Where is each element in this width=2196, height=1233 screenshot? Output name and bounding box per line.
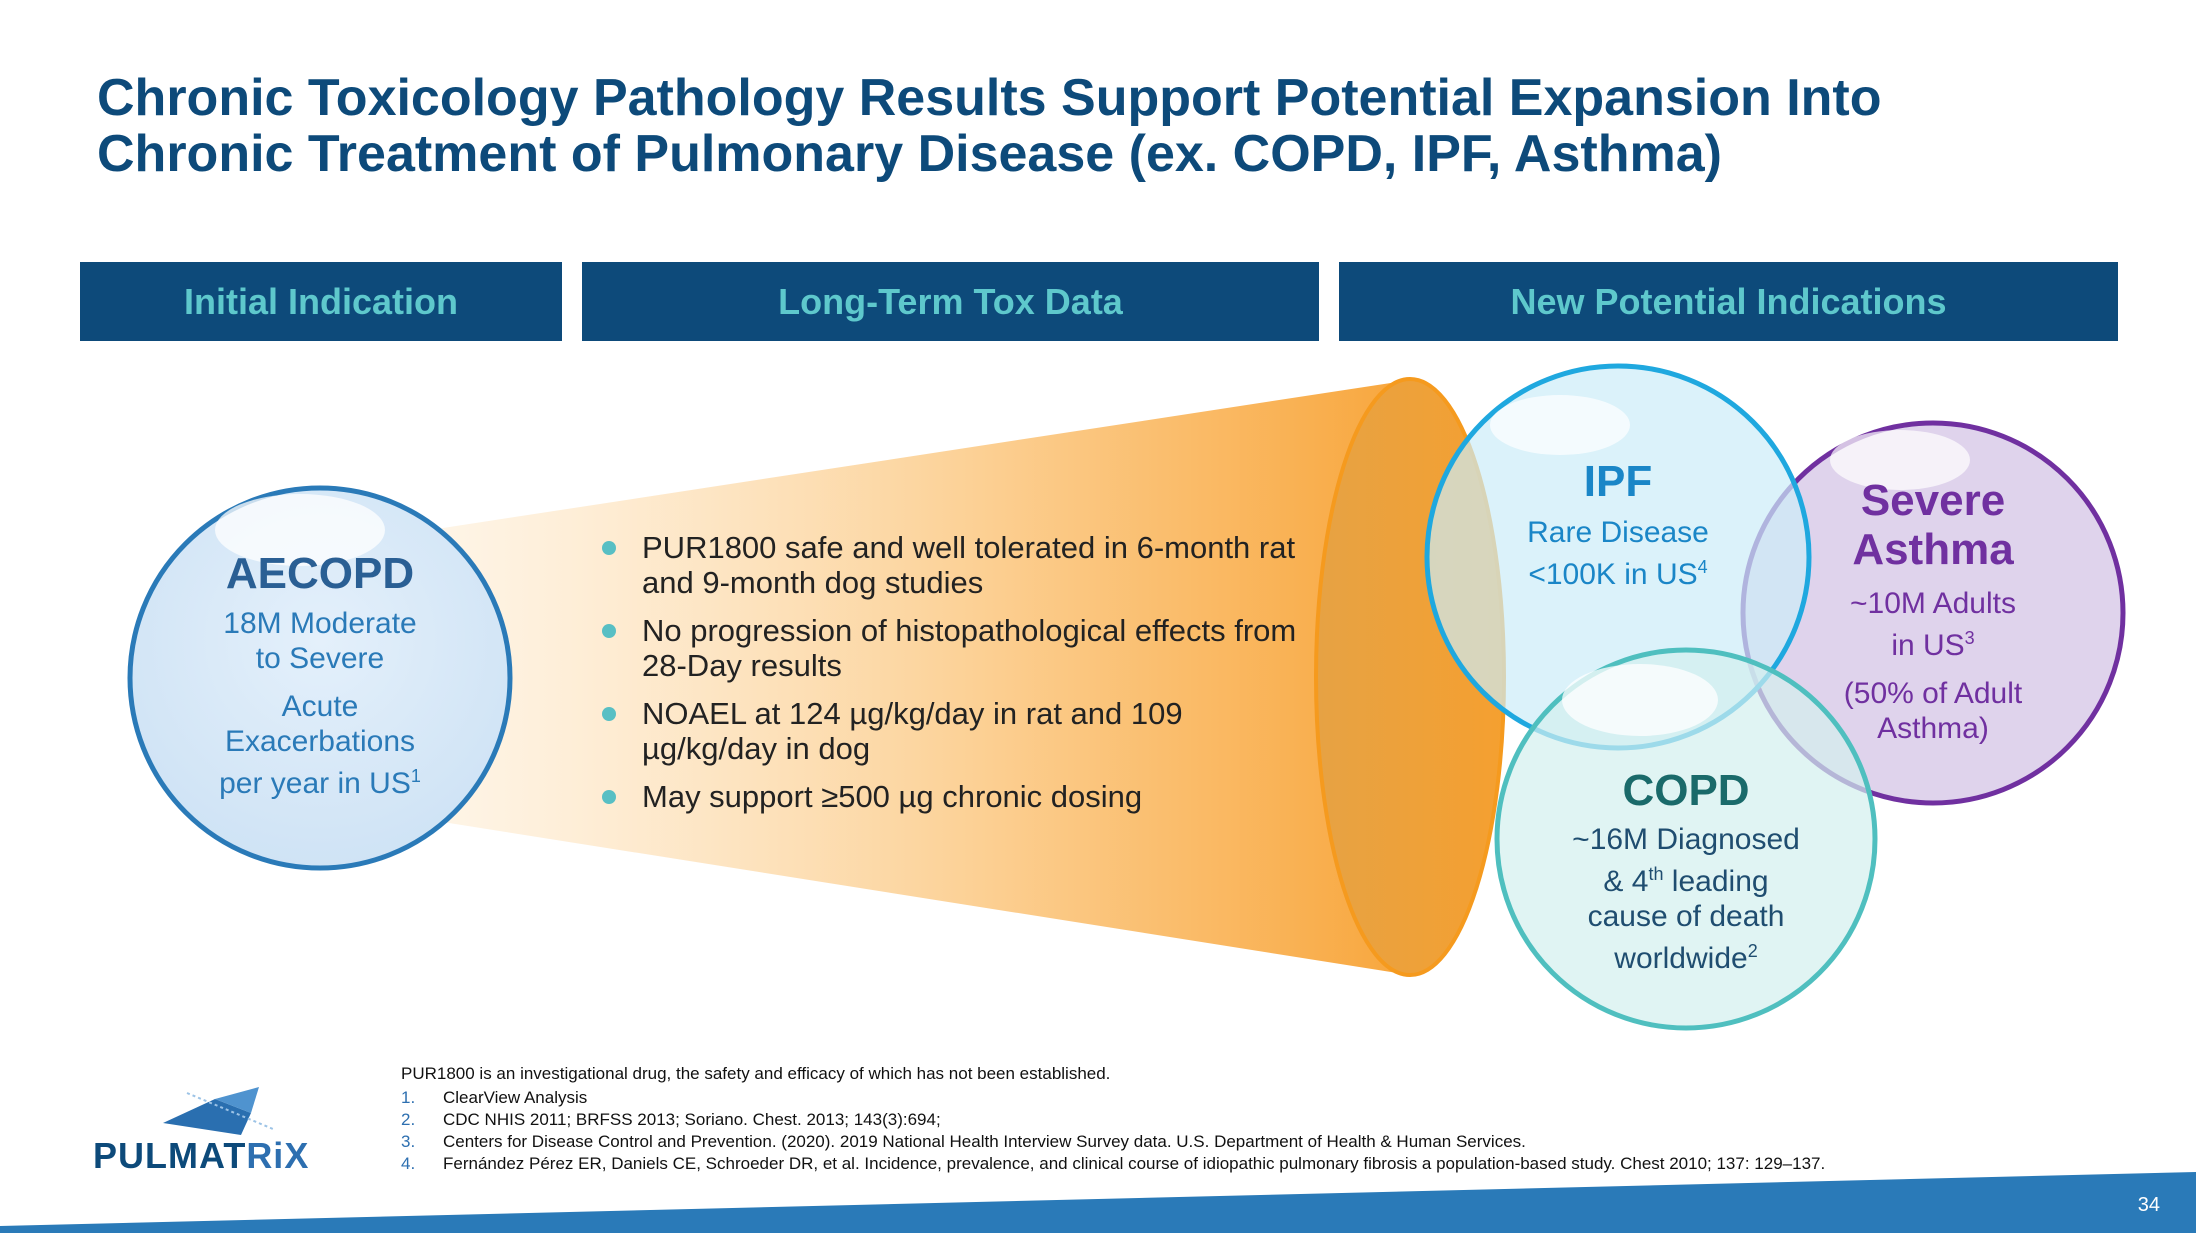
aecopd-title: AECOPD	[225, 549, 415, 598]
bullet-dot-icon	[602, 790, 616, 804]
tox-bullet-text: NOAEL at 124 µg/kg/day in rat and 109 µg…	[642, 696, 1183, 766]
reference-item: 4. Fernández Pérez ER, Daniels CE, Schroe…	[401, 1153, 2101, 1175]
asthma-line-1: ~10M Adults	[1850, 587, 2016, 620]
header-initial-indication: Initial Indication	[80, 262, 562, 341]
reference-list: 1. ClearView Analysis 2. CDC NHIS 2011; BR…	[401, 1087, 2101, 1175]
asthma-line-2: in US	[1891, 629, 1965, 662]
reference-number: 1.	[401, 1088, 416, 1107]
aecopd-line-4: Exacerbations	[224, 725, 416, 758]
aecopd-ref: 1	[410, 766, 421, 786]
tox-bullet: May support ≥500 µg chronic dosing	[598, 779, 1318, 814]
aecopd-highlight	[215, 494, 385, 566]
asthma-text: Severe Asthma ~10M Adults in US3 (50% of…	[1803, 476, 2063, 746]
logo-mark-icon	[163, 1087, 274, 1135]
tox-bullet: NOAEL at 124 µg/kg/day in rat and 109 µg…	[598, 696, 1318, 766]
asthma-ref: 3	[1964, 628, 1975, 648]
asthma-title-2: Asthma	[1852, 525, 2014, 574]
bullet-dot-icon	[602, 541, 616, 555]
reference-text: Centers for Disease Control and Preventi…	[443, 1132, 1526, 1151]
reference-item: 2. CDC NHIS 2011; BRFSS 2013; Soriano. Ch…	[401, 1109, 2101, 1131]
copd-line-2-wrap: & 4th leading	[1546, 857, 1826, 899]
ipf-highlight	[1490, 395, 1630, 455]
slide-title: Chronic Toxicology Pathology Results Sup…	[97, 70, 2097, 182]
copd-text: COPD ~16M Diagnosed & 4th leading cause …	[1546, 764, 1826, 976]
tox-bullet-text: No progression of histopathological effe…	[642, 613, 1297, 683]
copd-line-2-sup: th	[1648, 864, 1664, 884]
ipf-line-2-wrap: <100K in US4	[1478, 550, 1758, 592]
logo-text-part-2: RiX	[246, 1135, 310, 1176]
asthma-line-2-wrap: in US3	[1803, 621, 2063, 663]
asthma-highlight	[1830, 430, 1970, 490]
tox-bullet-list: PUR1800 safe and well tolerated in 6-mon…	[598, 530, 1318, 827]
tox-bullet-text: PUR1800 safe and well tolerated in 6-mon…	[642, 530, 1296, 600]
aecopd-line-5: per year in US	[219, 767, 411, 800]
bullet-dot-icon	[602, 707, 616, 721]
title-line-1: Chronic Toxicology Pathology Results Sup…	[97, 69, 1882, 127]
page-number: 34	[2137, 1194, 2160, 1216]
copd-line-1: ~16M Diagnosed	[1572, 823, 1800, 856]
copd-line-4: worldwide	[1614, 942, 1748, 975]
aecopd-line-1: 18M Moderate	[223, 607, 417, 640]
pulmatrix-logo: PULMATRiX	[93, 1083, 383, 1176]
reference-text: CDC NHIS 2011; BRFSS 2013; Soriano. Ches…	[443, 1110, 941, 1129]
tox-funnel	[430, 380, 1410, 975]
copd-line-2b: leading	[1663, 865, 1769, 898]
asthma-line-4: Asthma)	[1877, 712, 1989, 745]
footer-references: PUR1800 is an investigational drug, the …	[401, 1063, 2101, 1175]
tox-bullet: No progression of histopathological effe…	[598, 613, 1318, 683]
ipf-ref: 4	[1697, 557, 1708, 577]
aecopd-line-2: to Severe	[255, 642, 385, 675]
copd-highlight	[1562, 664, 1718, 736]
reference-item: 3. Centers for Disease Control and Preven…	[401, 1131, 2101, 1153]
bullet-dot-icon	[602, 624, 616, 638]
asthma-title-1: Severe	[1860, 476, 2006, 525]
ipf-line-1: Rare Disease	[1527, 516, 1709, 549]
reference-number: 2.	[401, 1110, 416, 1129]
header-new-potential-indications: New Potential Indications	[1339, 262, 2118, 341]
reference-number: 3.	[401, 1132, 416, 1151]
aecopd-circle	[127, 485, 513, 871]
aecopd-line-5-wrap: per year in US1	[170, 759, 470, 801]
copd-line-4-wrap: worldwide2	[1546, 934, 1826, 976]
logo-wordmark: PULMATRiX	[93, 1135, 309, 1177]
reference-text: Fernández Pérez ER, Daniels CE, Schroede…	[443, 1154, 1826, 1173]
copd-ref: 2	[1747, 941, 1758, 961]
ipf-line-2: <100K in US	[1528, 558, 1698, 591]
copd-title: COPD	[1622, 766, 1750, 815]
tox-bullet-text: May support ≥500 µg chronic dosing	[642, 779, 1143, 814]
reference-number: 4.	[401, 1154, 416, 1173]
asthma-line-3: (50% of Adult	[1843, 677, 2023, 710]
copd-line-2a: & 4	[1603, 865, 1649, 898]
disclaimer: PUR1800 is an investigational drug, the …	[401, 1064, 1111, 1083]
title-line-2: Chronic Treatment of Pulmonary Disease (…	[97, 125, 1722, 183]
copd-circle	[1494, 647, 1878, 1031]
reference-text: ClearView Analysis	[443, 1088, 588, 1107]
aecopd-line-3: Acute	[281, 690, 359, 723]
tox-bullet: PUR1800 safe and well tolerated in 6-mon…	[598, 530, 1318, 600]
ipf-text: IPF Rare Disease <100K in US4	[1478, 455, 1758, 592]
copd-line-3: cause of death	[1587, 900, 1785, 933]
reference-item: 1. ClearView Analysis	[401, 1087, 2101, 1109]
header-long-term-tox-data: Long-Term Tox Data	[582, 262, 1319, 341]
ipf-title: IPF	[1583, 457, 1653, 506]
logo-text-part-1: PULMAT	[93, 1135, 247, 1176]
aecopd-text: AECOPD 18M Moderate to Severe Acute Exac…	[170, 548, 470, 801]
